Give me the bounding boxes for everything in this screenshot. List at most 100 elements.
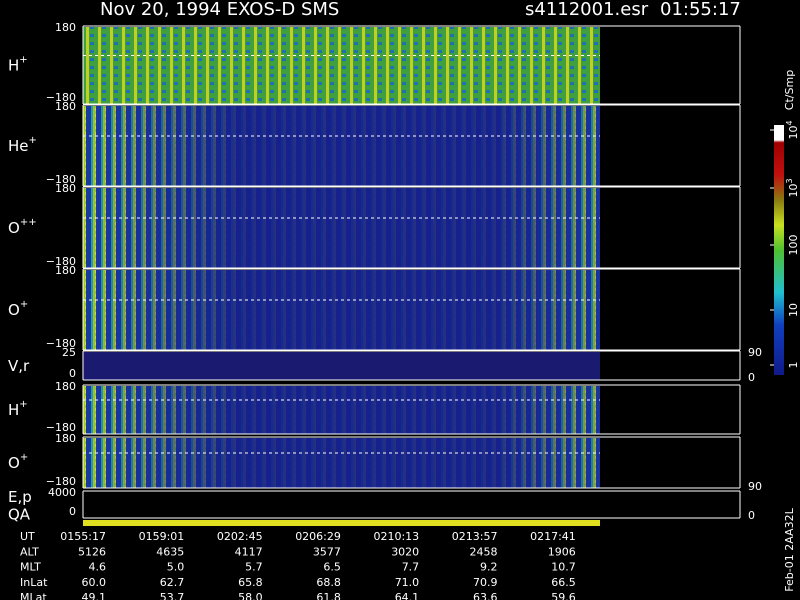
- spectrogram-fade: [83, 106, 600, 186]
- time: 01:55:17: [660, 0, 741, 20]
- row-label: MLat: [20, 591, 47, 600]
- colorbar: [774, 125, 784, 375]
- tick-exp: 3: [785, 178, 794, 183]
- tick-base: 10: [787, 303, 800, 317]
- title: Nov 20, 1994 EXOS-D SMS: [100, 0, 339, 20]
- panel-label: O+: [8, 452, 28, 472]
- tick-base: 100: [787, 235, 800, 256]
- right-axis-bottom: 0: [748, 371, 755, 384]
- label-text: V,r: [8, 357, 30, 375]
- label-text: O: [8, 301, 20, 319]
- colorbar-tick: 100: [787, 235, 800, 256]
- colorbar-tick: 103: [785, 178, 800, 197]
- axis-bottom: 0: [69, 367, 76, 380]
- cell: 66.5: [551, 576, 576, 589]
- cell: 60.0: [82, 576, 107, 589]
- cell: 3577: [313, 545, 341, 558]
- colorbar-tick: 1: [787, 362, 800, 369]
- cell: 1906: [548, 545, 576, 558]
- panel-label: V,r: [8, 357, 30, 375]
- label-text: He: [8, 137, 29, 155]
- cell: 0210:13: [373, 530, 419, 543]
- cell: 61.8: [316, 591, 341, 600]
- cell: 0159:01: [139, 530, 185, 543]
- panel-label: O+: [8, 299, 28, 319]
- cell: 63.6: [473, 591, 498, 600]
- cell: 70.9: [473, 576, 498, 589]
- file-name: s4112001.esr: [525, 0, 649, 20]
- label-text: H: [8, 401, 19, 419]
- tick-base: 10: [787, 126, 800, 140]
- qa-bar: [83, 520, 600, 526]
- axis-top: 180: [55, 432, 76, 445]
- label-sup: +: [20, 299, 28, 310]
- cell: 5.0: [167, 561, 185, 574]
- cell: 6.5: [323, 561, 341, 574]
- label-sup: ++: [20, 217, 37, 228]
- cell: 49.1: [82, 591, 107, 600]
- cell: 64.1: [395, 591, 420, 600]
- cell: 71.0: [395, 576, 420, 589]
- panel-label: H+: [8, 399, 28, 419]
- axis-top: 180: [55, 100, 76, 113]
- cell: 5.7: [245, 561, 263, 574]
- spectrogram-fade: [83, 438, 600, 488]
- axis-top: 180: [55, 21, 76, 34]
- cell: 62.7: [160, 576, 185, 589]
- cell: 2458: [470, 545, 498, 558]
- label-text: E,p: [8, 488, 32, 506]
- axis-top: 180: [55, 264, 76, 277]
- row-label: MLT: [20, 561, 41, 574]
- axis-top: 4000: [48, 486, 76, 499]
- axis-bottom: −180: [46, 173, 76, 186]
- tick-base: 10: [787, 184, 800, 198]
- axis-bottom: −180: [46, 421, 76, 434]
- label-text: O: [8, 454, 20, 472]
- cell: 3020: [391, 545, 419, 558]
- axis-bottom: −180: [46, 91, 76, 104]
- panel-label: He+: [8, 135, 37, 155]
- row-label: InLat: [20, 576, 48, 589]
- cell: 9.2: [480, 561, 498, 574]
- cell: 4635: [156, 545, 184, 558]
- cell: 58.0: [238, 591, 263, 600]
- right-axis-top: 90: [748, 480, 762, 493]
- axis-bottom: −180: [46, 337, 76, 350]
- cell: 7.7: [402, 561, 420, 574]
- spectrogram: [83, 352, 600, 380]
- cell: 5126: [78, 545, 106, 558]
- cell: 68.8: [316, 576, 341, 589]
- label-sup: +: [19, 55, 27, 66]
- label-sup: +: [19, 399, 27, 410]
- tick-base: 1: [787, 362, 800, 369]
- spectrogram: [83, 27, 600, 104]
- label-sup: +: [29, 135, 37, 146]
- axis-bottom: −180: [46, 255, 76, 268]
- panel-label: O++: [8, 217, 37, 237]
- cell: 0155:17: [60, 530, 106, 543]
- cell: 0213:57: [452, 530, 498, 543]
- colorbar-title: Ct/Smp: [783, 70, 796, 110]
- axis-bottom: −180: [46, 475, 76, 488]
- cell: 53.7: [160, 591, 185, 600]
- spectrogram: [83, 492, 600, 518]
- cell: 0206:29: [295, 530, 341, 543]
- panel-label: E,p: [8, 488, 32, 506]
- axis-top: 25: [62, 346, 76, 359]
- spectrogram-fade: [83, 386, 600, 434]
- cell: 4.6: [89, 561, 107, 574]
- cell: 4117: [235, 545, 263, 558]
- colorbar-tick: 10: [787, 303, 800, 317]
- label-text: H: [8, 56, 19, 74]
- label-text: O: [8, 219, 20, 237]
- spectrogram-fade: [83, 188, 600, 268]
- axis-bottom: 0: [69, 505, 76, 518]
- panel-label: QA: [8, 506, 31, 524]
- panel-label: H+: [8, 55, 28, 75]
- row-label: UT: [20, 530, 35, 543]
- tick-exp: 4: [785, 120, 794, 125]
- footer-note: Feb-01 2AA32L: [783, 507, 796, 591]
- right-axis-bottom: 0: [748, 509, 755, 522]
- label-sup: +: [20, 452, 28, 463]
